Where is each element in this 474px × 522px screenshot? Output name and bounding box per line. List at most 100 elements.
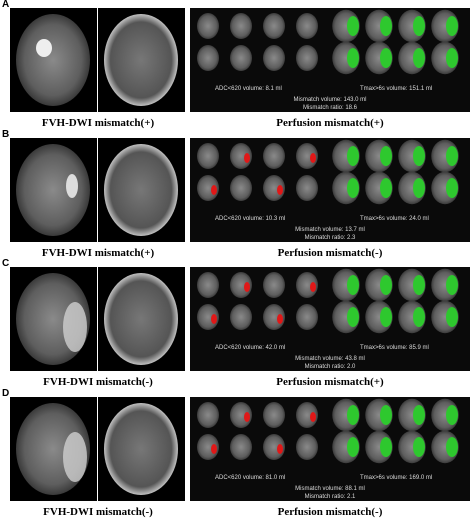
mismatch-ratio: Mismatch ratio: 2.0 <box>305 364 356 370</box>
panel-label: C <box>2 258 9 269</box>
brain <box>104 273 178 365</box>
slice <box>197 402 219 428</box>
mismatch-ratio: Mismatch ratio: 18.6 <box>303 105 358 111</box>
tmax-region <box>413 48 425 68</box>
panel-label: A <box>2 0 9 10</box>
slice <box>296 434 318 460</box>
slice <box>230 13 252 39</box>
tmax-volume: Tmax>6s volume: 151.1 ml <box>360 86 432 92</box>
mismatch-volume: Mismatch volume: 43.8 ml <box>295 356 365 362</box>
mismatch-volume: Mismatch volume: 13.7 ml <box>295 227 365 233</box>
caption: FVH-DWI mismatch(-) <box>43 376 153 388</box>
caption: FVH-DWI mismatch(-) <box>43 506 153 518</box>
tmax-region <box>380 48 392 68</box>
tmax-region <box>347 307 359 327</box>
adc-volume: ADC<620 volume: 8.1 ml <box>215 86 282 92</box>
adc-region <box>277 444 283 454</box>
slice <box>230 304 252 330</box>
tmax-region <box>347 437 359 457</box>
slice <box>197 13 219 39</box>
brain <box>16 144 90 236</box>
slice <box>197 143 219 169</box>
adc-region <box>244 153 250 163</box>
tmax-region <box>347 146 359 166</box>
lesion <box>63 432 87 482</box>
adc-region <box>211 444 217 454</box>
tmax-region <box>446 178 458 198</box>
tmax-region <box>347 405 359 425</box>
adc-region <box>310 282 316 292</box>
tmax-region <box>446 16 458 36</box>
caption: FVH-DWI mismatch(+) <box>42 247 155 259</box>
tmax-region <box>446 48 458 68</box>
tmax-region <box>446 146 458 166</box>
tmax-region <box>413 178 425 198</box>
slice <box>296 175 318 201</box>
slice <box>263 143 285 169</box>
lesion <box>63 302 87 352</box>
slice <box>263 402 285 428</box>
slice <box>263 13 285 39</box>
caption: Perfusion mismatch(-) <box>278 247 383 259</box>
tmax-volume: Tmax>6s volume: 169.0 ml <box>360 475 432 481</box>
tmax-region <box>413 405 425 425</box>
tmax-region <box>347 275 359 295</box>
adc-region <box>310 153 316 163</box>
adc-region <box>244 412 250 422</box>
brain <box>104 144 178 236</box>
tmax-volume: Tmax>6s volume: 85.9 ml <box>360 345 429 351</box>
caption: FVH-DWI mismatch(+) <box>42 117 155 129</box>
adc-region <box>211 185 217 195</box>
slice <box>230 45 252 71</box>
slice <box>230 434 252 460</box>
tmax-region <box>413 16 425 36</box>
slice <box>296 13 318 39</box>
slice <box>263 45 285 71</box>
panel-label: B <box>2 129 9 140</box>
brain <box>104 14 178 106</box>
slice <box>263 272 285 298</box>
adc-region <box>277 185 283 195</box>
adc-region <box>310 412 316 422</box>
slice <box>197 45 219 71</box>
caption: Perfusion mismatch(+) <box>276 376 384 388</box>
tmax-region <box>380 16 392 36</box>
brain <box>16 14 90 106</box>
adc-region <box>277 314 283 324</box>
tmax-region <box>446 437 458 457</box>
adc-volume: ADC<620 volume: 10.3 ml <box>215 216 285 222</box>
adc-region <box>211 314 217 324</box>
tmax-region <box>380 146 392 166</box>
panel-label: D <box>2 388 9 399</box>
tmax-region <box>446 405 458 425</box>
adc-volume: ADC<620 volume: 81.0 ml <box>215 475 285 481</box>
tmax-region <box>380 307 392 327</box>
mismatch-ratio: Mismatch ratio: 2.1 <box>305 494 356 500</box>
tmax-region <box>347 48 359 68</box>
tmax-region <box>347 16 359 36</box>
tmax-region <box>380 275 392 295</box>
tmax-region <box>347 178 359 198</box>
tmax-region <box>413 146 425 166</box>
adc-region <box>244 282 250 292</box>
brain <box>104 403 178 495</box>
slice <box>296 304 318 330</box>
tmax-region <box>380 437 392 457</box>
slice <box>296 45 318 71</box>
tmax-region <box>413 437 425 457</box>
slice <box>230 175 252 201</box>
tmax-region <box>380 178 392 198</box>
mismatch-ratio: Mismatch ratio: 2.3 <box>305 235 356 241</box>
mismatch-volume: Mismatch volume: 88.1 ml <box>295 486 365 492</box>
tmax-volume: Tmax>6s volume: 24.0 ml <box>360 216 429 222</box>
slice <box>197 272 219 298</box>
tmax-region <box>413 307 425 327</box>
tmax-region <box>446 307 458 327</box>
caption: Perfusion mismatch(-) <box>278 506 383 518</box>
lesion <box>66 174 78 198</box>
tmax-region <box>413 275 425 295</box>
adc-volume: ADC<620 volume: 42.0 ml <box>215 345 285 351</box>
lesion <box>36 39 52 57</box>
tmax-region <box>446 275 458 295</box>
